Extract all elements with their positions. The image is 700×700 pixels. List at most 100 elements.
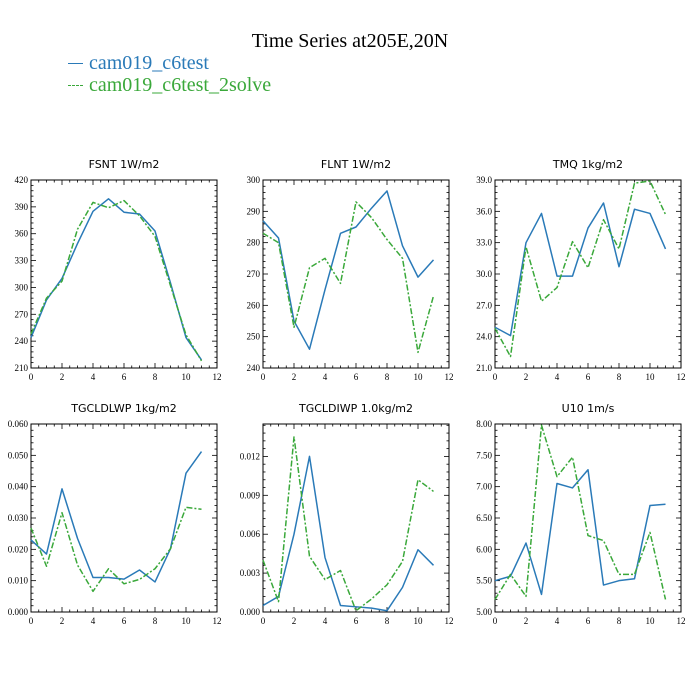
chart-panel: TGCLDLWP 1kg/m2 0 2 4 6 8 10 12 0.000 0.010 0.020 0… <box>8 402 222 626</box>
x-tick-label: 0 <box>29 372 34 382</box>
chart-panel: FLNT 1W/m2 0 2 4 6 8 10 12 240 250 260 270 280 290 300 <box>247 158 454 382</box>
y-tick-label: 360 <box>15 229 29 239</box>
x-tick-label: 0 <box>261 616 266 626</box>
panel-title: U10 1m/s <box>562 402 615 415</box>
y-tick-label: 260 <box>247 300 261 310</box>
x-tick-label: 0 <box>29 616 34 626</box>
x-tick-label: 0 <box>493 616 498 626</box>
series-line-c6test <box>494 468 666 596</box>
x-tick-label: 2 <box>60 372 65 382</box>
y-tick-label: 300 <box>247 175 261 185</box>
x-tick-label: 0 <box>261 372 266 382</box>
panel-title: FSNT 1W/m2 <box>89 158 160 171</box>
y-tick-label: 0.010 <box>8 576 29 586</box>
y-tick-label: 27.0 <box>476 300 492 310</box>
y-tick-label: 210 <box>15 363 29 373</box>
y-tick-label: 0.006 <box>240 529 261 539</box>
y-tick-label: 290 <box>247 206 261 216</box>
y-tick-label: 5.00 <box>476 607 492 617</box>
page-title: Time Series at205E,20N <box>251 30 449 52</box>
x-tick-label: 8 <box>617 616 622 626</box>
chart-panel: FSNT 1W/m2 0 2 4 6 8 10 12 210 240 270 300 330 360 390… <box>15 158 222 382</box>
legend-label: cam019_c6test <box>89 52 209 74</box>
x-tick-label: 6 <box>586 616 591 626</box>
series-line-c6test <box>30 451 203 583</box>
chart-panel: TGCLDIWP 1.0kg/m2 0 2 4 6 8 10 12 0.000 0.003 0.00… <box>240 402 454 626</box>
legend-item-cam019-c6test: cam019_c6test <box>68 52 209 75</box>
plot-frame <box>494 179 682 369</box>
y-tick-label: 21.0 <box>476 363 492 373</box>
y-tick-label: 0.040 <box>8 482 29 492</box>
x-tick-label: 4 <box>555 616 560 626</box>
x-tick-label: 12 <box>677 616 686 626</box>
y-tick-label: 0.003 <box>240 568 261 578</box>
x-tick-label: 4 <box>323 616 328 626</box>
y-tick-label: 30.0 <box>476 269 492 279</box>
panel-title: TGCLDIWP 1.0kg/m2 <box>298 402 413 415</box>
x-tick-label: 10 <box>182 372 192 382</box>
x-tick-label: 0 <box>493 372 498 382</box>
x-tick-label: 2 <box>524 616 529 626</box>
y-tick-label: 0.060 <box>8 419 29 429</box>
legend-label: cam019_c6test_2solve <box>89 74 272 96</box>
series-line-c6test-2solve <box>262 201 435 354</box>
x-tick-label: 12 <box>213 372 222 382</box>
panel-title: TMQ 1kg/m2 <box>552 158 623 171</box>
series-line-c6test <box>30 198 203 361</box>
x-tick-label: 10 <box>182 616 192 626</box>
panel-title: FLNT 1W/m2 <box>321 158 391 171</box>
y-tick-label: 0.009 <box>240 490 261 500</box>
x-tick-label: 4 <box>555 372 560 382</box>
y-tick-label: 300 <box>15 282 29 292</box>
plot-frame <box>494 423 682 613</box>
y-tick-label: 6.00 <box>476 544 492 554</box>
chart-panel: TMQ 1kg/m2 0 2 4 6 8 10 12 21.0 24.0 27.0 30.0 33.0 3… <box>476 158 685 382</box>
y-tick-label: 0.000 <box>240 607 261 617</box>
series-line-c6test-2solve <box>30 506 202 593</box>
y-tick-label: 0.020 <box>8 544 29 554</box>
y-tick-label: 24.0 <box>476 332 492 342</box>
x-tick-label: 6 <box>354 616 359 626</box>
x-tick-label: 6 <box>354 372 359 382</box>
y-tick-label: 280 <box>247 238 261 248</box>
x-tick-label: 4 <box>91 372 96 382</box>
series-line-c6test-2solve <box>30 199 203 362</box>
x-tick-label: 2 <box>60 616 65 626</box>
y-tick-label: 6.50 <box>476 513 492 523</box>
plot-frame <box>262 423 450 613</box>
x-tick-label: 2 <box>524 372 529 382</box>
y-tick-label: 33.0 <box>476 238 492 248</box>
y-tick-label: 390 <box>15 202 29 212</box>
y-tick-label: 0.012 <box>240 451 260 461</box>
series-line-c6test <box>494 202 667 337</box>
x-tick-label: 10 <box>414 372 424 382</box>
y-tick-label: 0.030 <box>8 513 29 523</box>
x-tick-label: 2 <box>292 616 297 626</box>
x-tick-label: 6 <box>122 616 127 626</box>
x-tick-label: 12 <box>445 372 454 382</box>
x-tick-label: 10 <box>646 372 656 382</box>
x-tick-label: 6 <box>586 372 591 382</box>
panel-title: TGCLDLWP 1kg/m2 <box>70 402 176 415</box>
y-tick-label: 36.0 <box>476 206 492 216</box>
series-line-c6test <box>262 190 435 350</box>
x-tick-label: 8 <box>153 372 158 382</box>
y-tick-label: 270 <box>15 309 29 319</box>
x-tick-label: 12 <box>445 616 454 626</box>
chart-panel: U10 1m/s 0 2 4 6 8 10 12 5.00 5.50 6.00 6.50 7.00 7.5… <box>476 402 685 626</box>
x-tick-label: 2 <box>292 372 297 382</box>
y-tick-label: 420 <box>15 175 29 185</box>
legend-item-cam019-c6test-2solve: cam019_c6test_2solve <box>68 74 271 97</box>
legend-swatch-solid <box>68 63 83 64</box>
y-tick-label: 240 <box>247 363 261 373</box>
series-line-c6test <box>262 455 435 612</box>
x-tick-label: 4 <box>323 372 328 382</box>
y-tick-label: 330 <box>15 256 29 266</box>
y-tick-label: 0.050 <box>8 450 29 460</box>
y-tick-label: 240 <box>15 336 29 346</box>
series-line-c6test-2solve <box>494 180 667 358</box>
x-tick-label: 8 <box>385 372 390 382</box>
x-tick-label: 8 <box>385 616 390 626</box>
y-tick-label: 250 <box>247 332 261 342</box>
